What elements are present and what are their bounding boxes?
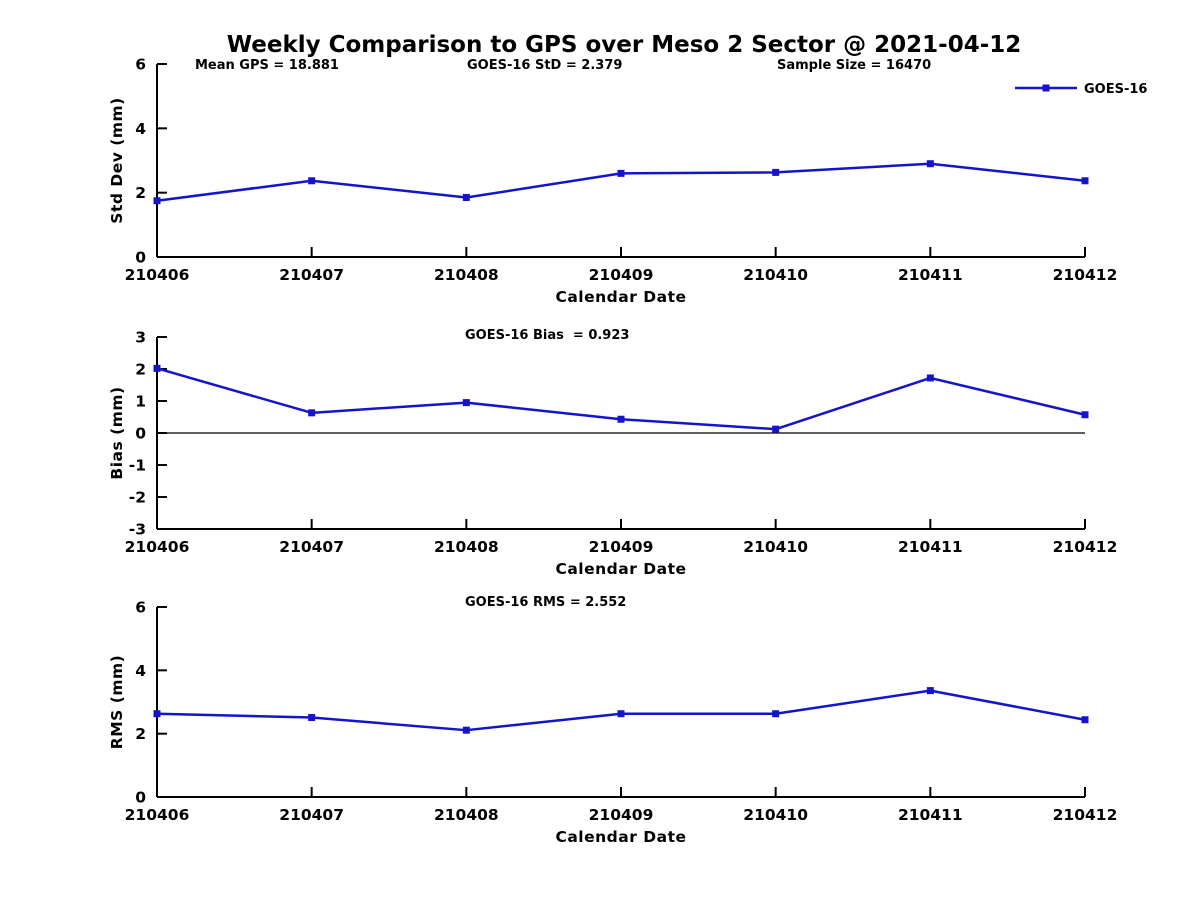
y-axis-label-rms: RMS (mm) — [108, 655, 126, 749]
data-point-marker — [153, 364, 161, 372]
y-tick-label: 1 — [135, 393, 146, 411]
y-tick-label: 0 — [135, 789, 146, 807]
subplot-2: -3 -2 -1 0 1 2 3 210406 210407 210408 210409 210410… — [125, 329, 1118, 557]
subplot-3: 0 2 4 6 210406 210407 210408 210409 210410 210411… — [125, 599, 1118, 825]
x-tick-label: 210408 — [434, 538, 499, 556]
y-tick-label: -1 — [129, 457, 146, 475]
y-tick-label: 4 — [135, 120, 146, 138]
y-tick-label: -3 — [129, 521, 146, 539]
y-tick-label: 6 — [135, 56, 146, 74]
x-axis-label-3: Calendar Date — [555, 828, 686, 846]
data-point-marker — [462, 399, 470, 407]
x-tick-label: 210406 — [125, 806, 190, 824]
legend-label: GOES-16 — [1084, 82, 1147, 97]
y-tick-label: 0 — [135, 425, 146, 443]
data-point-marker — [617, 710, 625, 718]
x-tick-label: 210406 — [125, 266, 190, 284]
x-tick-label: 210407 — [279, 266, 344, 284]
y-tick-label: 2 — [135, 361, 146, 379]
y-axis-label-stddev: Std Dev (mm) — [108, 97, 126, 223]
x-tick-label: 210411 — [898, 538, 963, 556]
x-axis-label-2: Calendar Date — [555, 560, 686, 578]
data-point-marker — [772, 710, 780, 718]
data-point-marker — [308, 714, 316, 722]
data-point-marker — [462, 193, 470, 201]
x-tick-label: 210407 — [279, 538, 344, 556]
data-point-marker — [772, 425, 780, 433]
data-point-marker — [1081, 177, 1089, 185]
x-tick-label: 210406 — [125, 538, 190, 556]
annotation-mean-gps: Mean GPS = 18.881 — [195, 58, 339, 73]
x-tick-label: 210408 — [434, 266, 499, 284]
y-tick-label: 6 — [135, 599, 146, 617]
legend-marker-icon — [1042, 84, 1050, 92]
data-point-marker — [772, 168, 780, 176]
y-tick-label: 4 — [135, 662, 146, 680]
chart-title: Weekly Comparison to GPS over Meso 2 Sec… — [227, 32, 1022, 58]
series-line-goes-16 — [156, 162, 1086, 202]
subplot-1: 0 2 4 6 210406 210407 210408 210409 210410 210411… — [125, 56, 1118, 285]
y-tick-label: -2 — [129, 489, 146, 507]
x-tick-label: 210410 — [743, 538, 808, 556]
x-axis-label-1: Calendar Date — [555, 288, 686, 306]
data-point-marker — [926, 160, 934, 168]
data-point-marker — [153, 197, 161, 205]
data-point-marker — [308, 177, 316, 185]
data-point-marker — [1081, 716, 1089, 724]
x-tick-label: 210408 — [434, 806, 499, 824]
annotation-goes16-rms: GOES-16 RMS = 2.552 — [465, 595, 626, 610]
x-tick-label: 210411 — [898, 266, 963, 284]
data-point-marker — [153, 710, 161, 718]
data-point-marker — [1081, 411, 1089, 419]
x-tick-label: 210412 — [1053, 806, 1118, 824]
data-point-marker — [926, 374, 934, 382]
annotation-sample-size: Sample Size = 16470 — [777, 58, 931, 73]
data-point-marker — [617, 415, 625, 423]
y-tick-label: 2 — [135, 725, 146, 743]
y-tick-label: 3 — [135, 329, 146, 347]
y-axis-label-bias: Bias (mm) — [108, 386, 126, 479]
x-tick-label: 210412 — [1053, 266, 1118, 284]
x-tick-label: 210407 — [279, 806, 344, 824]
x-tick-label: 210409 — [589, 266, 654, 284]
data-point-marker — [308, 409, 316, 417]
annotation-goes16-bias: GOES-16 Bias = 0.923 — [465, 328, 629, 343]
y-tick-label: 0 — [135, 249, 146, 267]
data-point-marker — [617, 169, 625, 177]
x-tick-label: 210410 — [743, 266, 808, 284]
annotation-goes16-std: GOES-16 StD = 2.379 — [467, 58, 622, 73]
data-point-marker — [462, 726, 470, 734]
y-tick-label: 2 — [135, 184, 146, 202]
x-tick-label: 210409 — [589, 538, 654, 556]
x-tick-label: 210411 — [898, 806, 963, 824]
x-tick-label: 210409 — [589, 806, 654, 824]
x-tick-label: 210412 — [1053, 538, 1118, 556]
x-tick-label: 210410 — [743, 806, 808, 824]
legend: GOES-16 — [1015, 82, 1147, 97]
data-point-marker — [926, 687, 934, 695]
